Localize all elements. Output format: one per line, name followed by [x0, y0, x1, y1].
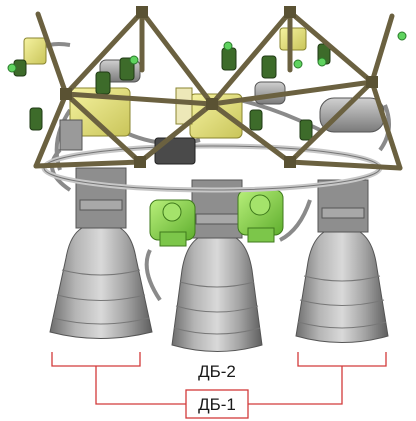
- green-caps: [8, 32, 406, 72]
- left-bracket: [52, 352, 140, 366]
- right-connector: [248, 366, 342, 404]
- left-connector: [96, 366, 186, 404]
- label-db1: ДБ-1: [198, 395, 236, 414]
- left-engine: [50, 168, 152, 339]
- right-bracket: [298, 352, 386, 366]
- label-db2: ДБ-2: [198, 362, 236, 381]
